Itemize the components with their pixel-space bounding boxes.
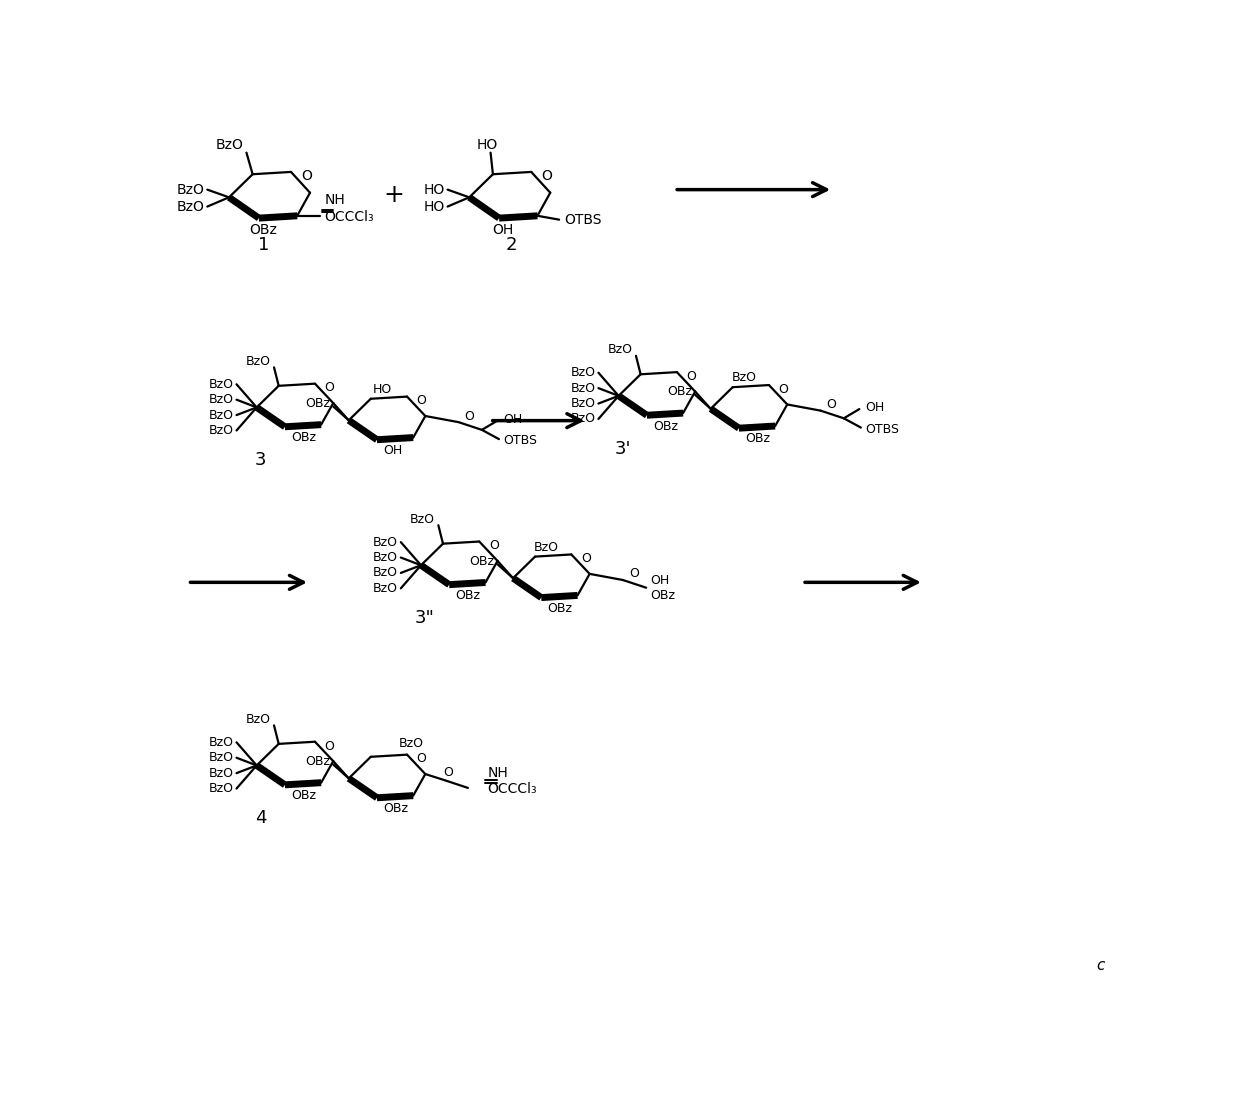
Text: O: O — [582, 553, 590, 565]
Text: BzO: BzO — [398, 737, 423, 751]
Text: OBz: OBz — [305, 755, 330, 768]
Text: O: O — [542, 169, 552, 184]
Text: OBz: OBz — [291, 431, 316, 444]
Text: BzO: BzO — [373, 535, 398, 548]
Text: O: O — [779, 382, 789, 396]
Text: BzO: BzO — [373, 581, 398, 595]
Text: HO: HO — [373, 384, 392, 396]
Text: OBz: OBz — [667, 386, 692, 398]
Text: BzO: BzO — [570, 397, 595, 410]
Text: OH: OH — [503, 412, 523, 425]
Text: OBz: OBz — [383, 802, 408, 815]
Text: OH: OH — [866, 401, 885, 414]
Text: BzO: BzO — [176, 182, 205, 197]
Text: BzO: BzO — [208, 378, 233, 391]
Text: O: O — [301, 169, 312, 184]
Text: 3": 3" — [415, 609, 435, 628]
Text: OH: OH — [383, 444, 403, 457]
Text: 2: 2 — [506, 236, 517, 254]
Text: OTBS: OTBS — [503, 434, 538, 447]
Text: 1: 1 — [258, 236, 269, 254]
Text: BzO: BzO — [208, 424, 233, 437]
Text: BzO: BzO — [208, 736, 233, 748]
Text: OH: OH — [492, 223, 513, 237]
Text: BzO: BzO — [534, 541, 559, 554]
Text: HO: HO — [423, 200, 444, 213]
Text: OCCCl₃: OCCCl₃ — [487, 782, 537, 797]
Text: O: O — [444, 766, 454, 779]
Text: BzO: BzO — [373, 551, 398, 564]
Text: OBz: OBz — [291, 789, 316, 802]
Text: BzO: BzO — [208, 393, 233, 407]
Text: BzO: BzO — [570, 381, 595, 395]
Text: OH: OH — [650, 574, 670, 587]
Text: BzO: BzO — [176, 200, 205, 213]
Text: OBz: OBz — [548, 602, 573, 614]
Text: BzO: BzO — [410, 512, 435, 525]
Text: O: O — [325, 381, 335, 395]
Text: O: O — [417, 753, 427, 766]
Text: OBz: OBz — [745, 432, 770, 445]
Text: OBz: OBz — [305, 397, 330, 410]
Text: O: O — [687, 370, 697, 382]
Text: OTBS: OTBS — [564, 213, 601, 226]
Text: OBz: OBz — [470, 555, 495, 568]
Text: OCCCl₃: OCCCl₃ — [325, 210, 374, 224]
Text: O: O — [465, 410, 475, 422]
Text: O: O — [629, 567, 639, 580]
Text: BzO: BzO — [208, 409, 233, 422]
Text: OBz: OBz — [650, 589, 675, 602]
Text: c: c — [1096, 957, 1105, 973]
Text: BzO: BzO — [570, 412, 595, 425]
Text: HO: HO — [423, 182, 444, 197]
Text: BzO: BzO — [208, 752, 233, 764]
Text: O: O — [827, 398, 837, 411]
Text: 3': 3' — [614, 440, 631, 458]
Text: O: O — [325, 740, 335, 753]
Text: BzO: BzO — [608, 343, 632, 356]
Text: BzO: BzO — [373, 566, 398, 579]
Text: 3: 3 — [255, 452, 267, 469]
Text: BzO: BzO — [732, 371, 756, 385]
Text: OTBS: OTBS — [866, 423, 899, 435]
Text: OBz: OBz — [653, 420, 678, 433]
Text: BzO: BzO — [246, 355, 270, 368]
Text: NH: NH — [325, 193, 345, 208]
Text: 4: 4 — [255, 809, 267, 828]
Text: +: + — [383, 184, 404, 207]
Text: OBz: OBz — [249, 223, 277, 237]
Text: O: O — [489, 540, 498, 553]
Text: BzO: BzO — [570, 366, 595, 379]
Text: HO: HO — [477, 138, 498, 152]
Text: NH: NH — [487, 766, 508, 779]
Text: BzO: BzO — [246, 713, 270, 725]
Text: BzO: BzO — [208, 767, 233, 779]
Text: OBz: OBz — [455, 589, 480, 602]
Text: BzO: BzO — [216, 138, 243, 152]
Text: BzO: BzO — [208, 782, 233, 795]
Text: O: O — [417, 395, 427, 408]
